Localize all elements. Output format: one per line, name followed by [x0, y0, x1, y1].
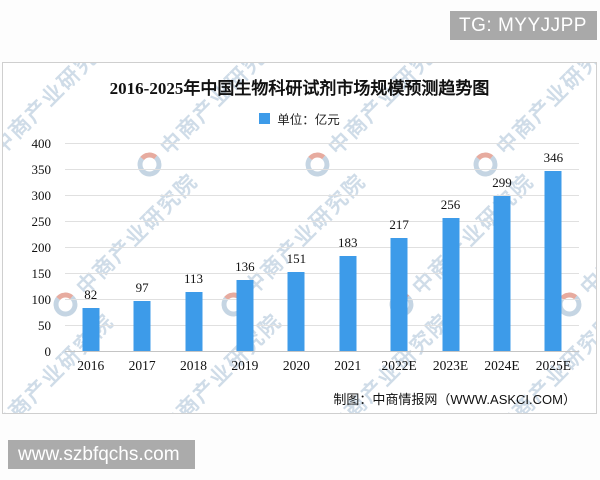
bar-value-label: 82	[84, 287, 98, 303]
bar-slot: 136	[219, 143, 270, 351]
gridline	[65, 221, 579, 222]
bar-slot: 346	[528, 143, 579, 351]
legend-label: 单位：亿元	[277, 113, 340, 127]
y-axis-labels: 400 350 300 250 200 150 100 50 0	[3, 136, 59, 359]
x-tick-label: 2024E	[484, 358, 520, 373]
bar-2017	[133, 300, 151, 351]
gridline	[65, 351, 579, 352]
bar-value-label: 113	[184, 271, 204, 287]
bar-slot: 113	[168, 143, 219, 351]
y-tick-label: 0	[44, 344, 52, 359]
bar-slot: 97	[116, 143, 167, 351]
x-tick-label: 2017	[128, 358, 156, 373]
x-tick-label: 2016	[77, 358, 105, 373]
y-tick-label: 250	[31, 214, 52, 229]
bar-2023E	[442, 217, 460, 351]
bar-2018	[185, 292, 203, 351]
y-tick-label: 50	[38, 318, 51, 333]
site-watermark-bar: www.szbfqchs.com	[8, 440, 195, 469]
site-watermark-text: www.szbfqchs.com	[18, 444, 180, 465]
legend-swatch	[259, 113, 271, 124]
y-tick-label: 300	[31, 188, 52, 203]
x-tick-label: 2019	[231, 358, 259, 373]
gridline	[65, 247, 579, 248]
bar-slot: 82	[65, 143, 116, 351]
chart-title: 2016-2025年中国生物科研试剂市场规模预测趋势图	[109, 79, 490, 98]
telegram-badge-text: TG: MYYJJPP	[459, 15, 587, 36]
x-tick-label: 2018	[180, 358, 208, 373]
bar-series: 82 97 113 136 151 183 217 256 299 346	[65, 143, 579, 351]
bar-2024E	[493, 195, 511, 351]
attribution-text: 制图：中商情报网（WWW.ASKCI.COM）	[333, 392, 576, 407]
bar-value-label: 299	[492, 174, 512, 190]
gridline	[65, 169, 579, 170]
gridline	[65, 325, 579, 326]
x-tick-label: 2023E	[432, 358, 469, 373]
bar-slot: 217	[373, 143, 424, 351]
gridline	[65, 195, 579, 196]
gridline	[65, 299, 579, 300]
y-tick-label: 400	[31, 136, 52, 151]
bar-2020	[287, 272, 305, 351]
bar-2022E	[390, 238, 408, 351]
x-tick-label: 2022E	[381, 358, 417, 373]
bar-value-label: 183	[337, 234, 358, 250]
x-axis-labels: 2016 2017 2018 2019 2020 2021 2022E 2023E 2024E 2…	[65, 358, 579, 374]
bar-value-label: 151	[286, 251, 307, 267]
chart-card: 中商产业研究院 中商产业研究院 中商产业研究院 中商产业研究院 中商产业研究院 中商产业研…	[2, 62, 597, 414]
y-tick-label: 150	[31, 266, 52, 281]
bar-slot: 151	[271, 143, 322, 351]
plot-area: 82 97 113 136 151 183 217 256 299 346	[65, 143, 579, 352]
x-tick-label: 2020	[282, 358, 310, 373]
bar-slot: 183	[322, 143, 373, 351]
y-tick-label: 100	[31, 292, 52, 307]
bar-2025E	[544, 171, 562, 351]
bar-2016	[82, 308, 100, 351]
chart-legend: 单位：亿元	[3, 109, 596, 128]
bar-2019	[236, 280, 254, 351]
y-tick-label: 350	[31, 162, 52, 177]
bar-value-label: 136	[235, 259, 255, 275]
bar-value-label: 217	[389, 217, 409, 233]
bar-value-label: 256	[440, 196, 461, 212]
bar-value-label: 97	[135, 279, 149, 295]
bar-2021	[339, 255, 357, 351]
bar-slot: 256	[425, 143, 476, 351]
bar-slot: 299	[476, 143, 527, 351]
x-tick-label: 2025E	[535, 358, 571, 373]
bar-value-label: 346	[543, 150, 564, 166]
telegram-badge: TG: MYYJJPP	[450, 11, 597, 40]
gridline	[65, 143, 579, 144]
gridline	[65, 273, 579, 274]
y-tick-label: 200	[31, 240, 52, 255]
x-tick-label: 2021	[334, 358, 362, 373]
